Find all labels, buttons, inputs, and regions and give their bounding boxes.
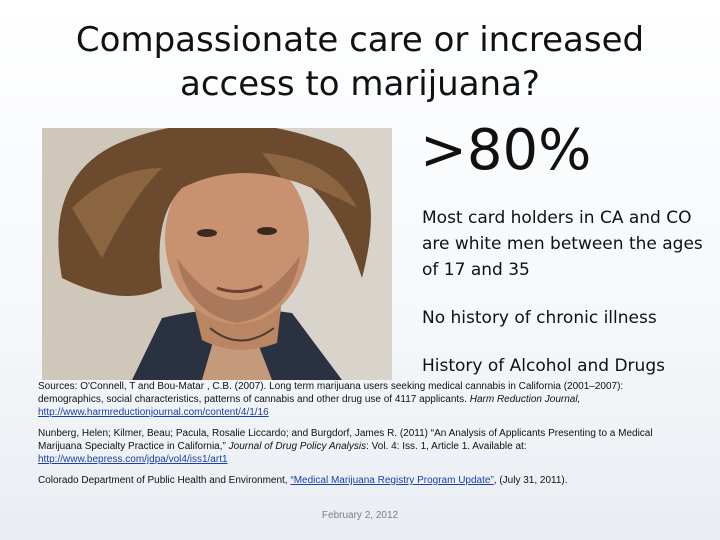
source-2-link[interactable]: http://www.bepress.com/jdpa/vol4/iss1/ar… <box>38 454 228 465</box>
source-1-link[interactable]: http://www.harmreductionjournal.com/cont… <box>38 407 269 418</box>
source-2: Nunberg, Helen; Kilmer, Beau; Pacula, Ro… <box>38 427 688 466</box>
source-2-journal: Journal of Drug Policy Analysis <box>228 441 367 452</box>
bullet-alcohol-drugs: History of Alcohol and Drugs <box>422 356 665 376</box>
bullet-demographics: Most card holders in CA and CO are white… <box>422 208 703 280</box>
bullet-list: Most card holders in CA and CO are white… <box>422 205 712 401</box>
footer-date: February 2, 2012 <box>321 510 399 521</box>
stat-figure: >80% <box>420 118 592 183</box>
title-line-1: Compassionate care or increased <box>75 20 645 60</box>
portrait-photo <box>42 128 392 380</box>
source-2-text: Nunberg, Helen; Kilmer, Beau; Pacula, Ro… <box>38 428 653 452</box>
sources-block: Sources: O'Connell, T and Bou-Matar , C.… <box>38 380 688 495</box>
slide-title: Compassionate care or increased access t… <box>20 18 700 106</box>
source-1-text: Sources: O'Connell, T and Bou-Matar , C.… <box>38 381 624 405</box>
source-2-rest: : Vol. 4: Iss. 1, Article 1. Available a… <box>366 441 527 452</box>
source-3-text: Colorado Department of Public Health and… <box>38 475 288 486</box>
source-3-rest: , (July 31, 2011). <box>493 475 568 486</box>
title-line-2: access to marijuana? <box>180 64 540 104</box>
bullet-chronic-illness: No history of chronic illness <box>422 308 657 328</box>
source-3: Colorado Department of Public Health and… <box>38 474 688 487</box>
source-1-journal: Harm Reduction Journal, <box>469 394 581 405</box>
source-3-link[interactable]: “Medical Marijuana Registry Program Upda… <box>290 475 494 486</box>
source-1: Sources: O'Connell, T and Bou-Matar , C.… <box>38 380 688 419</box>
